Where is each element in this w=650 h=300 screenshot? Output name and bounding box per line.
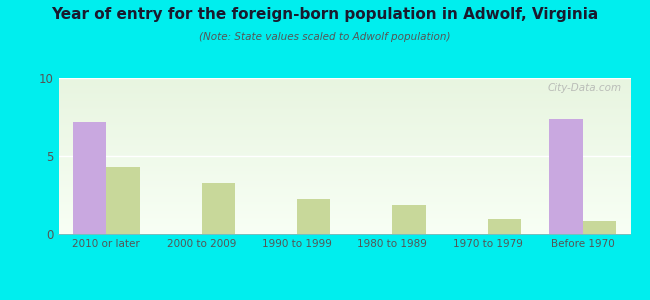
Bar xyxy=(297,199,330,234)
Text: Year of entry for the foreign-born population in Adwolf, Virginia: Year of entry for the foreign-born popul… xyxy=(51,8,599,22)
Bar xyxy=(202,182,235,234)
Bar xyxy=(488,219,521,234)
Text: (Note: State values scaled to Adwolf population): (Note: State values scaled to Adwolf pop… xyxy=(200,32,450,41)
Bar xyxy=(583,221,616,234)
Bar xyxy=(392,205,426,234)
Bar xyxy=(106,167,140,234)
Bar xyxy=(73,122,106,234)
Bar xyxy=(549,118,583,234)
Text: City-Data.com: City-Data.com xyxy=(548,83,622,93)
Legend: Adwolf, Virginia: Adwolf, Virginia xyxy=(263,299,426,300)
